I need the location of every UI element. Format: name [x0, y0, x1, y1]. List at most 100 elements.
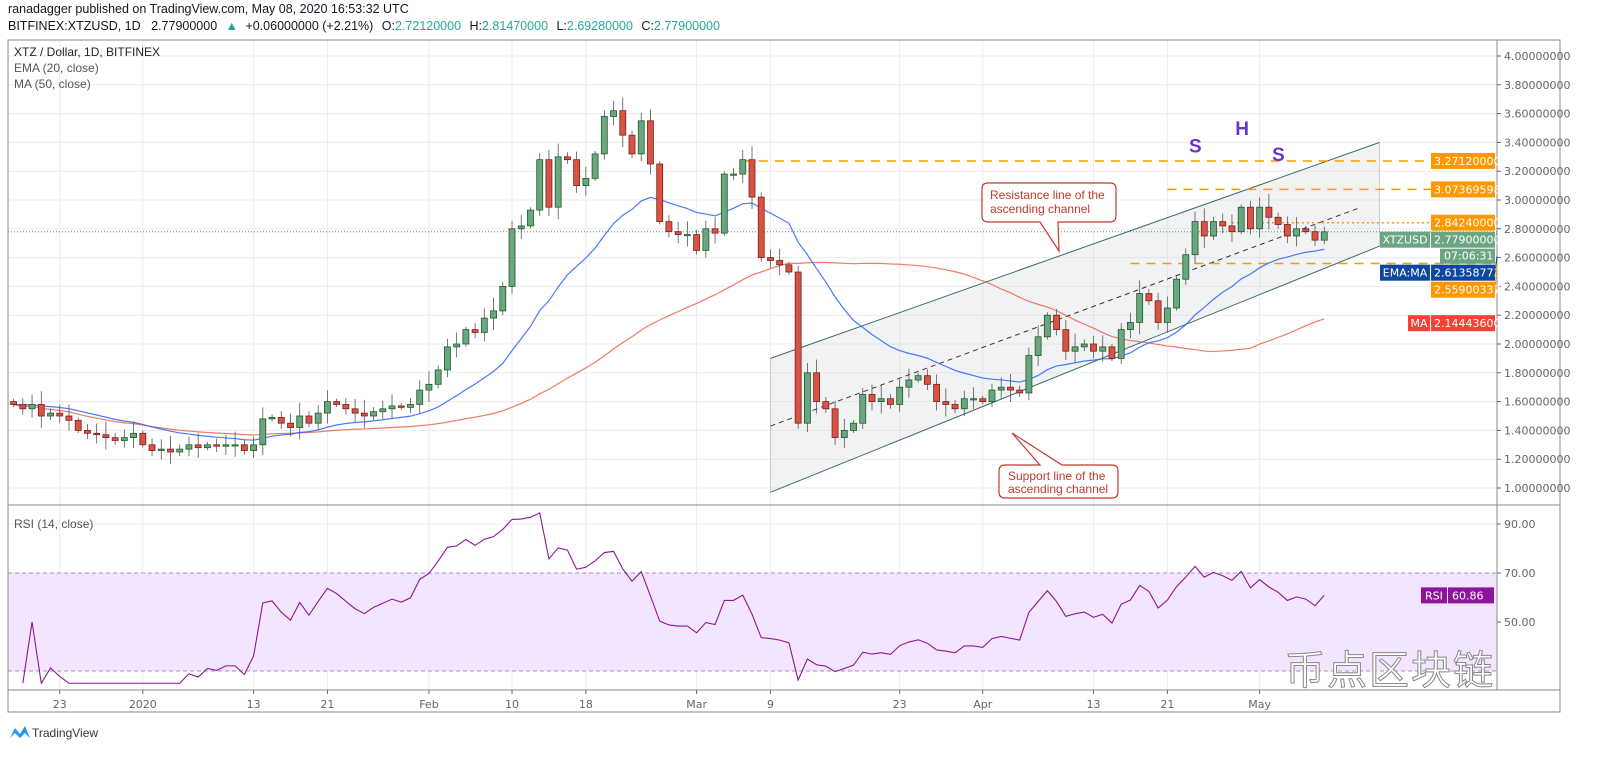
candle-body — [305, 415, 313, 424]
candle-body — [84, 429, 91, 434]
candle-body — [351, 408, 359, 414]
candle — [1099, 335, 1107, 362]
legend-rsi[interactable]: RSI (14, close) — [14, 517, 93, 531]
time-axis-label: 13 — [247, 698, 261, 711]
candle-body — [102, 434, 110, 439]
support-callout-line1: Support line of the — [1008, 469, 1106, 483]
candle-body — [471, 329, 479, 333]
candle-body — [453, 343, 461, 348]
candle-body — [877, 398, 885, 403]
head-and-shoulders-labels: S H S — [1189, 119, 1285, 166]
support-callout-box[interactable] — [998, 432, 1119, 499]
price-axis-label: 3.60000000 — [1504, 108, 1570, 121]
candle — [693, 229, 701, 255]
open-label: O: — [382, 19, 395, 33]
candle — [877, 385, 885, 414]
open-value: 2.72120000 — [395, 19, 461, 33]
candle — [868, 384, 876, 411]
time-axis-label: 10 — [505, 698, 519, 711]
candle — [1163, 296, 1171, 333]
ema-20-line — [13, 196, 1325, 441]
candle-body — [37, 404, 45, 417]
candle — [656, 161, 664, 225]
candle — [480, 308, 488, 342]
candle-body — [1053, 314, 1060, 331]
support-callout-line2: ascending channel — [1008, 482, 1108, 496]
candle — [536, 153, 544, 216]
candle — [647, 109, 654, 175]
ascending-channel[interactable] — [770, 141, 1380, 493]
candle — [148, 438, 156, 457]
candle-body — [1237, 206, 1245, 233]
candle-body — [1210, 221, 1217, 237]
candle-body — [56, 412, 64, 417]
candle-body — [1200, 221, 1208, 237]
rsi-line — [22, 512, 1325, 685]
candle-body — [1043, 314, 1051, 338]
resistance-callout-box[interactable] — [981, 182, 1117, 254]
series-badge-label: MA — [1410, 317, 1427, 330]
candle-body — [831, 408, 839, 438]
candle-body — [748, 159, 756, 198]
candle-body — [19, 404, 27, 410]
candle-body — [130, 432, 137, 438]
price-axis-label: 1.40000000 — [1504, 424, 1570, 437]
annotations[interactable]: Resistance line of the ascending channel… — [981, 182, 1119, 499]
low-label: L: — [556, 19, 566, 33]
candle — [1200, 208, 1208, 248]
candle — [951, 399, 959, 413]
candle — [74, 417, 82, 433]
candle-body — [545, 159, 553, 208]
price-axis-label: 3.00000000 — [1504, 194, 1570, 207]
price-badge — [1431, 315, 1495, 332]
legend-ma[interactable]: MA (50, close) — [14, 77, 91, 91]
price-axis-label: 2.60000000 — [1504, 252, 1570, 265]
rsi-value: 60.86 — [1452, 589, 1484, 602]
candle-body — [813, 372, 821, 402]
candle — [120, 429, 128, 448]
candle — [222, 435, 230, 456]
candle — [84, 424, 91, 439]
candle-body — [683, 234, 691, 237]
channel-midline[interactable] — [770, 206, 1362, 427]
candle-body — [499, 285, 507, 312]
candle — [397, 403, 405, 410]
candle — [379, 400, 387, 419]
price-badge — [1431, 152, 1495, 169]
candle-body — [803, 372, 811, 424]
candle — [803, 363, 811, 433]
candle-body — [240, 444, 248, 451]
candle-body — [342, 404, 350, 410]
candle-body — [573, 159, 581, 186]
candle-body — [517, 225, 525, 230]
candle-body — [794, 271, 802, 424]
legend-ema[interactable]: EMA (20, close) — [14, 61, 99, 75]
price-axis-label: 2.20000000 — [1504, 309, 1570, 322]
candle-body — [157, 448, 165, 451]
candle-body — [314, 412, 322, 424]
candle — [471, 323, 479, 339]
candle — [204, 441, 211, 451]
candle-body — [988, 389, 996, 402]
price-axis-label: 1.20000000 — [1504, 453, 1570, 466]
price-badge-connector — [1494, 231, 1498, 240]
price-badge — [1431, 181, 1495, 198]
candle-body — [1136, 293, 1144, 323]
candle — [360, 399, 368, 428]
candle — [1182, 248, 1190, 285]
rsi-axis-label: 70.00 — [1504, 567, 1536, 580]
candle-body — [859, 393, 867, 424]
candle-body — [65, 415, 73, 421]
candle — [1062, 319, 1070, 361]
support-line[interactable] — [770, 245, 1380, 493]
axes[interactable]: 4.00000000 3.80000000 3.60000000 3.40000000… — [53, 50, 1571, 711]
candle — [130, 421, 137, 448]
candle-body — [665, 221, 673, 233]
candle-body — [407, 404, 414, 408]
resistance-line[interactable] — [770, 141, 1380, 359]
candle-body — [388, 405, 396, 410]
candle-body — [93, 432, 101, 436]
candle — [342, 398, 350, 415]
candle — [730, 167, 737, 180]
candle-body — [702, 228, 710, 251]
